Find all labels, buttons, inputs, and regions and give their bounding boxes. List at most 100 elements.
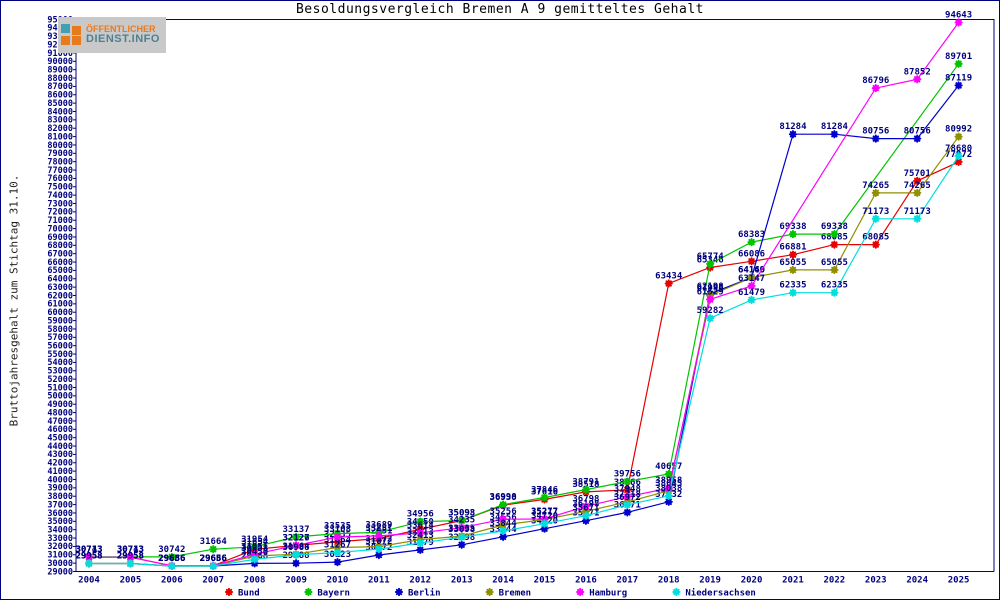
y-tick-label: 57000	[47, 333, 73, 343]
x-tick-label: 2012	[409, 576, 431, 586]
y-tick-label: 38000	[47, 492, 73, 502]
data-point-label: 30742	[158, 545, 185, 555]
data-point-label: 29656	[200, 554, 227, 564]
legend: Bund Bayern Berlin Bremen Hamburg Niedersachs…	[224, 587, 756, 599]
y-tick-label: 55000	[47, 350, 73, 360]
y-tick-label: 52000	[47, 375, 73, 385]
data-point-marker	[498, 526, 508, 536]
data-point-label: 38645	[655, 479, 682, 489]
data-point-marker	[747, 257, 756, 266]
data-point-marker	[706, 314, 715, 323]
data-point-label: 61479	[738, 288, 765, 298]
data-point-marker	[913, 176, 922, 186]
y-tick-label: 33000	[47, 534, 73, 544]
series-line	[89, 85, 960, 567]
data-point-label: 29958	[117, 551, 144, 561]
y-tick-label: 91000	[47, 49, 73, 59]
x-tick-label: 2024	[906, 576, 928, 586]
data-point-marker	[126, 559, 135, 568]
data-point-label: 38518	[572, 480, 599, 490]
data-point-marker	[664, 484, 673, 493]
data-point-marker	[954, 157, 963, 167]
data-point-label: 31051	[241, 542, 268, 552]
series-line	[89, 136, 960, 567]
data-point-marker	[250, 542, 259, 551]
legend-label: Niedersachsen	[685, 588, 755, 599]
data-point-label: 69338	[779, 222, 806, 232]
data-point-marker	[291, 532, 301, 541]
y-tick-label: 80000	[47, 141, 73, 151]
data-point-label: 31267	[324, 541, 351, 551]
legend-label: Bund	[238, 589, 260, 599]
data-point-label: 32127	[283, 533, 310, 543]
data-point-label: 39756	[614, 470, 641, 480]
data-point-label: 36998	[490, 493, 517, 503]
data-point-marker	[581, 516, 591, 525]
data-point-label: 30713	[75, 545, 102, 555]
data-point-marker	[830, 288, 839, 297]
logo-square-orange-1	[72, 26, 81, 35]
data-point-marker	[913, 134, 922, 143]
data-point-marker	[457, 516, 466, 525]
data-point-marker	[291, 559, 301, 568]
data-point-label: 86796	[862, 76, 889, 86]
data-point-marker	[830, 240, 839, 249]
data-point-label: 29686	[200, 554, 227, 564]
data-point-marker	[913, 75, 922, 84]
site-logo[interactable]: ÖFFENTLICHER DIENST.INFO	[58, 17, 166, 53]
data-point-label: 63434	[655, 272, 683, 282]
data-point-marker	[576, 587, 585, 597]
data-point-marker	[250, 555, 259, 564]
data-point-marker	[871, 84, 880, 93]
legend-item-bayern: Bayern	[304, 587, 350, 599]
logo-text: ÖFFENTLICHER DIENST.INFO	[86, 25, 160, 45]
y-tick-label: 36000	[47, 509, 73, 519]
series-hamburg: 30713 30713 29686 29686 31051 32127 33108 33251…	[75, 10, 972, 570]
data-point-label: 30988	[283, 543, 310, 553]
data-point-label: 63147	[738, 274, 765, 284]
y-tick-label: 79000	[47, 149, 73, 159]
data-point-marker	[84, 559, 94, 568]
x-tick-label: 2022	[824, 576, 846, 586]
data-point-label: 65055	[779, 258, 806, 268]
data-point-label: 29686	[200, 554, 227, 564]
data-point-marker	[788, 130, 798, 139]
data-point-label: 30743	[117, 545, 144, 555]
data-point-marker	[291, 541, 301, 550]
data-point-label: 36972	[614, 493, 641, 503]
data-point-marker	[706, 295, 715, 304]
data-point-label: 33251	[365, 524, 392, 534]
legend-label: Bremen	[499, 589, 532, 599]
y-tick-label: 29000	[47, 567, 73, 577]
y-tick-label: 81000	[47, 132, 73, 142]
x-tick-label: 2007	[202, 576, 224, 586]
data-point-marker	[623, 508, 632, 517]
legend-item-hamburg: Hamburg	[576, 587, 627, 599]
data-point-label: 32413	[407, 531, 434, 541]
data-point-marker	[581, 507, 591, 516]
x-tick-label: 2005	[120, 576, 142, 586]
data-point-label: 87852	[904, 67, 931, 77]
y-tick-label: 53000	[47, 367, 73, 377]
x-tick-label: 2017	[616, 576, 638, 586]
x-tick-label: 2013	[451, 576, 473, 586]
data-point-label: 33535	[324, 522, 351, 532]
y-tick-label: 44000	[47, 442, 73, 452]
legend-label: Bayern	[317, 589, 350, 599]
data-point-label: 36798	[572, 494, 599, 504]
data-point-label: 78680	[945, 144, 972, 154]
y-tick-label: 50000	[47, 392, 73, 402]
data-point-label: 35217	[531, 508, 558, 518]
y-tick-label: 78000	[47, 157, 73, 167]
y-tick-label: 76000	[47, 174, 73, 184]
x-tick-label: 2006	[161, 576, 183, 586]
data-point-label: 30450	[241, 547, 268, 557]
data-point-marker	[623, 500, 632, 509]
y-tick-label: 40000	[47, 475, 73, 485]
data-point-label: 62335	[779, 281, 806, 291]
data-point-marker	[664, 279, 673, 288]
data-point-label: 62198	[697, 282, 724, 292]
data-point-marker	[84, 553, 94, 562]
data-point-label: 30743	[75, 545, 102, 555]
